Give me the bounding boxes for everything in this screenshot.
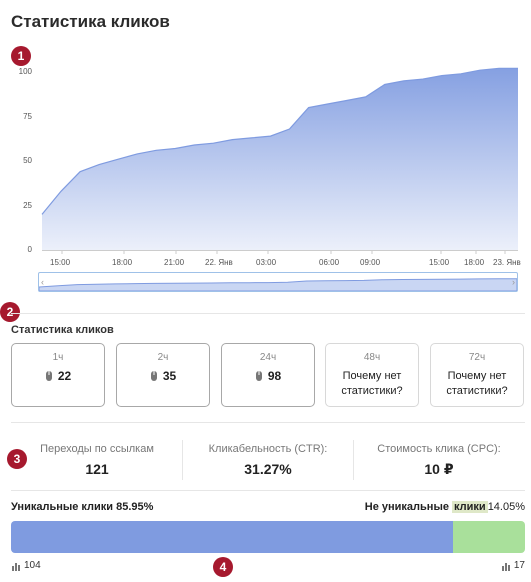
divider (11, 490, 525, 491)
clicks-area-series (42, 68, 518, 251)
mouse-icon (150, 371, 157, 381)
card-1h[interactable]: 1ч 22 (11, 343, 105, 407)
card-label: 48ч (363, 352, 381, 363)
card-label: 1ч (52, 352, 64, 363)
unique-label-text: Уникальные клики (11, 501, 114, 513)
why-line-1: Почему нет (342, 370, 402, 382)
x-tick-label: 09:00 (360, 258, 381, 267)
card-72h[interactable]: 72ч Почему нет статистики? (430, 343, 524, 407)
section-title: Статистика кликов (11, 324, 114, 336)
card-value: 35 (150, 369, 176, 383)
nonunique-label-b: клики (452, 501, 488, 513)
card-value: 22 (45, 369, 71, 383)
why-line-1: Почему нет (447, 370, 507, 382)
chart-area (41, 67, 518, 254)
stat-value-clicks: 121 (85, 461, 109, 477)
unique-bar-segment (11, 521, 453, 553)
stat-label-clicks: Переходы по ссылкам (40, 443, 154, 455)
page-title: Статистика кликов (11, 12, 170, 31)
marker-3: 3 (7, 449, 27, 469)
stat-separator (182, 440, 183, 480)
card-24h[interactable]: 24ч 98 (221, 343, 315, 407)
clicks-line-series (41, 67, 518, 215)
nonunique-bar-segment (452, 521, 525, 553)
why-line-2: статистики? (341, 385, 403, 397)
nonunique-count-value: 17 (513, 560, 525, 571)
why-no-stats-link[interactable]: Почему нет статистики? (341, 369, 402, 399)
x-tick-label: 06:00 (319, 258, 340, 267)
x-tick-label: 22. Янв (205, 258, 233, 267)
stat-label-ctr: Кликабельность (CTR): (208, 443, 328, 455)
bar-chart-icon (501, 562, 510, 571)
unique-ratio-bar (11, 521, 525, 553)
card-2h[interactable]: 2ч 35 (116, 343, 210, 407)
navigator-left-handle[interactable]: ‹ (41, 277, 44, 287)
nonunique-percent: 14.05% (487, 501, 525, 513)
x-tick-label: 15:00 (429, 258, 450, 267)
x-tick-label: 18:00 (464, 258, 485, 267)
unique-count: 104 (11, 560, 41, 571)
y-tick-label: 0 (27, 245, 32, 254)
why-line-2: статистики? (446, 385, 508, 397)
y-tick-label: 50 (23, 156, 32, 165)
marker-1: 1 (11, 46, 31, 66)
marker-2: 2 (0, 302, 20, 322)
card-count: 22 (57, 369, 72, 383)
navigator-series (39, 278, 517, 291)
bar-chart-icon (12, 562, 20, 571)
divider (11, 313, 525, 314)
card-label: 72ч (468, 352, 486, 363)
y-tick-label: 25 (23, 200, 32, 210)
mouse-icon (45, 371, 52, 381)
y-tick-label: 75 (23, 111, 32, 121)
x-tick-label: 18:00 (112, 258, 133, 267)
nonunique-count: 17 (501, 560, 525, 571)
card-label: 24ч (259, 352, 277, 363)
stat-separator (353, 440, 354, 480)
why-no-stats-link[interactable]: Почему нет статистики? (446, 369, 507, 399)
stat-value-cpc: 10 ₽ (424, 461, 454, 477)
x-tick-label: 15:00 (50, 258, 71, 267)
unique-percent: 85.95% (116, 501, 154, 513)
clicks-chart: 0 25 50 75 100 15:00 18:00 21:00 22. Янв 03:00 06… (0, 64, 531, 274)
stat-label-cpc: Стоимость клика (CPC): (377, 443, 501, 455)
x-tick-label: 21:00 (164, 258, 185, 267)
divider (11, 422, 525, 423)
card-value: 98 (255, 369, 281, 383)
nonunique-clicks-label: Не уникальные клики 14.05% (365, 501, 525, 513)
navigator-right-handle[interactable]: › (512, 277, 515, 287)
chart-navigator[interactable]: ‹ › (38, 272, 518, 292)
unique-clicks-label: Уникальные клики 85.95% (11, 501, 153, 513)
mouse-icon (255, 371, 262, 381)
stat-value-ctr: 31.27% (244, 461, 292, 477)
card-count: 98 (267, 369, 282, 383)
marker-4: 4 (213, 557, 233, 577)
card-48h[interactable]: 48ч Почему нет статистики? (325, 343, 419, 407)
x-tick-label: 03:00 (256, 258, 277, 267)
unique-count-value: 104 (24, 560, 41, 571)
x-tick-label: 23. Янв (493, 258, 521, 267)
y-tick-label: 100 (18, 67, 32, 76)
card-count: 35 (162, 369, 177, 383)
card-label: 2ч (157, 352, 169, 363)
nonunique-label-a: Не уникальные (364, 501, 449, 513)
